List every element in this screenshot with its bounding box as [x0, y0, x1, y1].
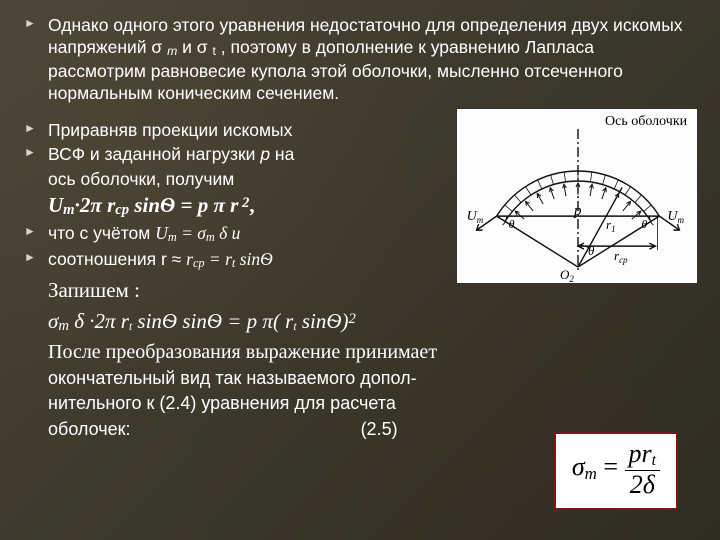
lr-sub: ср	[193, 256, 205, 270]
para-2-l2a: ВСФ и заданной нагрузки	[48, 144, 260, 164]
p3l4b: (2.5)	[361, 419, 398, 439]
line-ratio: соотношения r ≈ rср = rt sinѲ	[48, 248, 478, 272]
equation-2: σm δ ·2π rt sinѲ sinѲ = p π( rt sinѲ)2	[48, 308, 692, 336]
eq2-s1: m	[58, 318, 69, 334]
fml-lhs-sub: m	[585, 464, 597, 483]
zapishem: Запишем :	[48, 277, 478, 304]
eq2-c: sinѲ sinѲ = p π( r	[132, 309, 293, 333]
svg-text:Um: Um	[467, 209, 484, 225]
svg-text:p: p	[573, 203, 582, 219]
eq2-d: sinѲ)	[297, 309, 349, 333]
svg-text:O2: O2	[560, 267, 574, 283]
para-3-l3: нительного к (2.4) уравнения для расчета	[48, 392, 692, 415]
lae1-b: U	[155, 223, 168, 243]
para-1b: и σ	[182, 37, 207, 57]
p3l2: окончательный вид так называемого допол-	[48, 368, 417, 388]
p3l4a: оболочек:	[48, 419, 131, 439]
para-2-l2-p: p	[260, 144, 270, 164]
eq1-end: ,	[249, 193, 254, 217]
para-2-l2b: на	[270, 144, 294, 164]
eq1-cp: ср	[115, 202, 129, 218]
svg-text:r1: r1	[606, 217, 616, 234]
para-1-sub-t: t	[213, 44, 216, 58]
lae1-c: = σ	[177, 223, 206, 243]
eq1-mid: ·2π r	[75, 193, 116, 217]
svg-text:rср: rср	[614, 248, 628, 265]
eq1-sq: 2	[238, 195, 249, 211]
svg-text:θ: θ	[509, 217, 515, 231]
para-1: Однако одного этого уравнения недостаточ…	[48, 14, 692, 105]
para-2-l2: ВСФ и заданной нагрузки p на	[48, 143, 478, 165]
eq2-sup: 2	[349, 311, 356, 327]
para-2-l1: Приравняв проекции искомых	[48, 119, 478, 141]
fml-lhs: σ	[572, 452, 585, 481]
eq2-b: δ ·2π r	[69, 309, 129, 333]
fml-den: 2δ	[625, 471, 660, 498]
lae1-a: что с учётом	[48, 223, 155, 243]
p3l3: нительного к (2.4) уравнения для расчета	[48, 393, 396, 413]
lr-b: r	[186, 249, 193, 269]
svg-text:Ось оболочки: Ось оболочки	[605, 114, 688, 129]
eq1-m: m	[63, 202, 74, 218]
equation-1: Um·2π rср sinѲ = p π r 2,	[48, 192, 478, 220]
lr-d: sinѲ	[235, 249, 272, 269]
zapishem-txt: Запишем :	[48, 278, 140, 302]
lae1-sub: m	[168, 230, 177, 244]
lr-a: соотношения r ≈	[48, 249, 186, 269]
para-2-l3: ось оболочки, получим	[48, 168, 478, 190]
eq1-rest: sinѲ = p π r	[129, 193, 238, 217]
para-3-l1: После преобразования выражение принимает	[48, 340, 692, 366]
lae1-sub2: m	[206, 230, 215, 244]
fml-num: pr	[629, 439, 652, 468]
para-2-l1-txt: Приравняв проекции искомых	[48, 120, 292, 140]
lae1-d: δ и	[215, 223, 241, 243]
line-after-eq1: что с учётом Um = σm δ и	[48, 222, 478, 246]
lr-c: = r	[205, 249, 232, 269]
svg-text:θ: θ	[641, 217, 647, 231]
para-3-l2: окончательный вид так называемого допол-	[48, 367, 692, 390]
svg-text:Um: Um	[667, 209, 684, 225]
p3l1: После преобразования выражение принимает	[48, 341, 437, 363]
fml-num-sub: t	[652, 452, 656, 469]
eq1-U: U	[48, 193, 63, 217]
eq2-a: σ	[48, 309, 58, 333]
formula-2-5-box: σm = prt 2δ	[554, 432, 678, 510]
fml-eq: =	[597, 452, 625, 481]
shell-dome-svg: Ось оболочки Um Um p θ θ θ r1 rср O2	[457, 109, 697, 283]
para-1-sub-m: m	[167, 44, 177, 58]
shell-dome-figure: Ось оболочки Um Um p θ θ θ r1 rср O2	[456, 108, 698, 284]
para-2-l3-txt: ось оболочки, получим	[48, 169, 234, 189]
svg-text:θ: θ	[588, 243, 595, 258]
